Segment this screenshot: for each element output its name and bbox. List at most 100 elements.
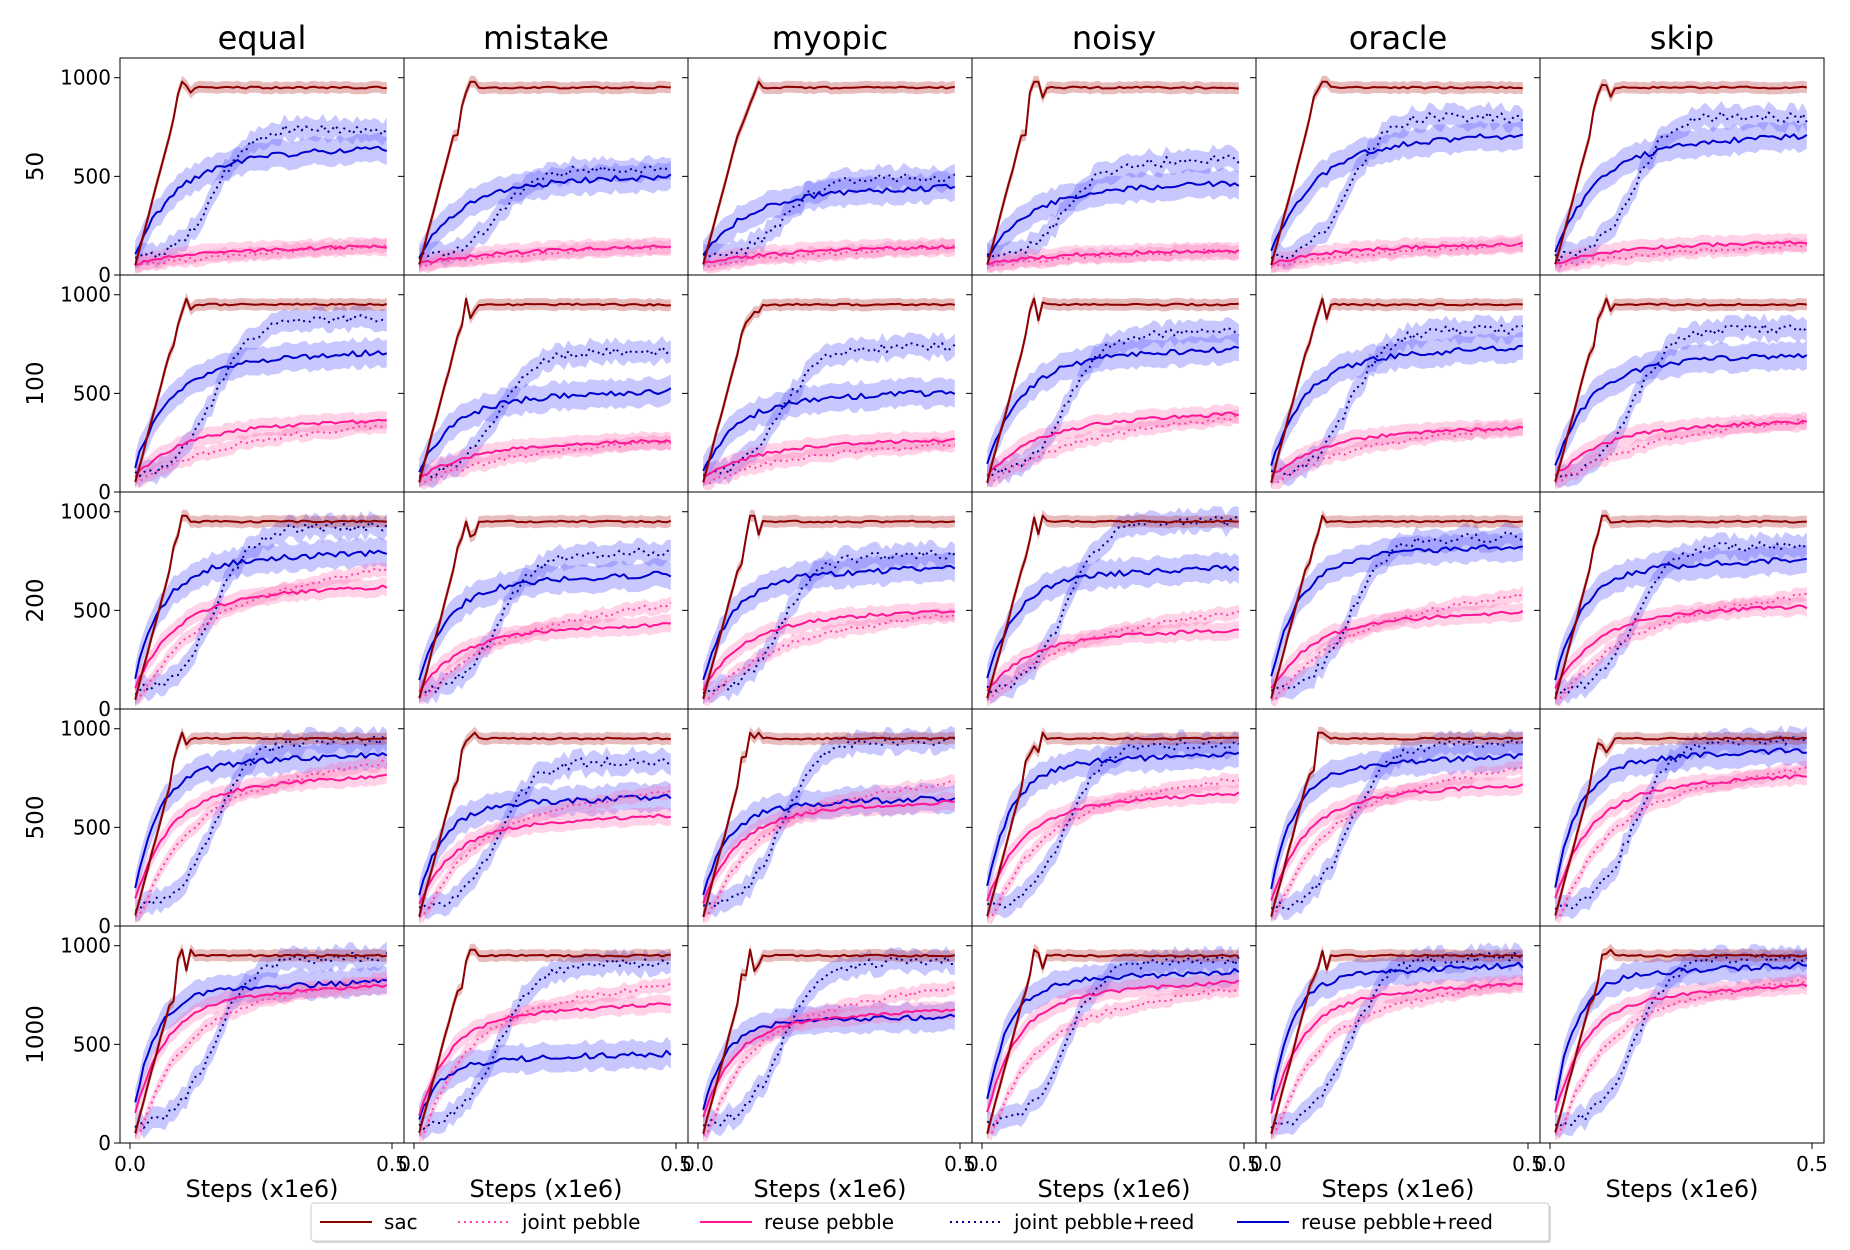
panel-background [688, 58, 972, 275]
plot-area [1270, 509, 1524, 707]
plot-area [134, 509, 388, 707]
plot-area [418, 292, 672, 490]
series-reuse_reed [1270, 344, 1523, 466]
y-tick-label: 1000 [60, 717, 111, 741]
series-reuse_pebble [1270, 610, 1524, 689]
band-reuse_pebble [703, 429, 955, 486]
panel-200-skip [1534, 491, 1825, 710]
band-joint_reed [703, 725, 955, 918]
panel-1000-mistake: 0.0 0.5 [398, 925, 692, 1176]
series-reuse_reed [134, 549, 388, 680]
band-reuse_pebble [419, 236, 671, 272]
band-reuse_reed [1271, 740, 1523, 903]
panel-background [688, 492, 972, 709]
series-joint_pebble [134, 759, 388, 918]
band-joint_reed [1555, 943, 1807, 1138]
series-joint_pebble [419, 982, 672, 1136]
series-reuse_pebble [1270, 982, 1523, 1114]
series-reuse_pebble [134, 584, 388, 689]
series-reuse_reed [1554, 557, 1807, 681]
band-joint_reed [419, 336, 671, 489]
panel-100-noisy [966, 274, 1257, 493]
band-joint_reed [1555, 313, 1807, 489]
series-joint_pebble [419, 601, 672, 698]
series-joint_pebble [702, 986, 955, 1137]
x-tick-label: 0.5 [376, 1152, 408, 1176]
series-sac [986, 80, 1239, 265]
band-joint_pebble [987, 242, 1239, 274]
series-joint_reed [702, 172, 956, 258]
row-label-100: 100 [23, 362, 49, 406]
band-reuse_reed [987, 955, 1239, 1113]
band-joint_reed [419, 155, 671, 270]
legend: sac joint pebble reuse pebble joint pebble+… [310, 1202, 1551, 1243]
plot-area [702, 943, 956, 1142]
series-reuse_reed [134, 752, 388, 889]
plot-area [1554, 943, 1808, 1141]
band-reuse_reed [135, 965, 387, 1117]
panel-background [120, 275, 404, 492]
series-reuse_reed [1554, 353, 1808, 466]
panel-50-oracle [1250, 57, 1541, 276]
series-reuse_pebble [418, 813, 671, 905]
band-joint_pebble [1555, 973, 1807, 1141]
row-label-50: 50 [23, 152, 49, 181]
series-joint_pebble [702, 442, 956, 485]
band-reuse_pebble [1271, 602, 1523, 698]
panel-1000-equal: 0 500 1000 0.0 0.5 [60, 925, 408, 1176]
series-reuse_reed [986, 180, 1240, 258]
column-title-myopic: myopic [772, 19, 888, 57]
series-joint_pebble [418, 788, 672, 919]
series-sac [418, 297, 671, 483]
band-reuse_pebble [703, 601, 955, 700]
band-reuse_pebble [1555, 766, 1807, 907]
band-joint_pebble [135, 970, 387, 1140]
plot-area [702, 509, 956, 707]
column-title-equal: equal [218, 19, 307, 57]
series-reuse_pebble [134, 418, 387, 478]
series-reuse_reed [986, 564, 1240, 679]
series-joint_reed [702, 955, 955, 1129]
series-sac [986, 514, 1239, 699]
x-tick-label: 0.0 [682, 1152, 714, 1176]
panel-background [120, 58, 404, 275]
band-joint_reed [987, 729, 1239, 919]
series-sac [1554, 297, 1807, 482]
panel-200-mistake [398, 491, 689, 710]
series-sac [134, 297, 388, 483]
band-reuse_pebble [1271, 974, 1523, 1123]
series-joint_reed [418, 756, 672, 910]
plot-area [1270, 726, 1524, 923]
series-joint_reed [1270, 324, 1523, 477]
x-axis-label: Steps (x1e6) [469, 1175, 622, 1203]
y-tick-label: 1000 [60, 66, 111, 90]
series-sac [1270, 514, 1523, 699]
series-reuse_pebble [986, 628, 1239, 692]
band-joint_reed [703, 162, 955, 268]
plot-area [702, 75, 956, 274]
panel-background [1540, 926, 1824, 1143]
series-joint_pebble [1554, 766, 1807, 918]
panel-background [688, 275, 972, 492]
band-reuse_pebble [987, 620, 1239, 700]
band-reuse_pebble [703, 236, 955, 273]
plot-area [134, 726, 388, 924]
y-tick-label: 0 [98, 914, 111, 938]
band-joint_pebble [135, 418, 387, 489]
plot-area [418, 726, 672, 924]
panel-200-oracle [1250, 491, 1541, 710]
series-joint_pebble [1554, 418, 1808, 484]
x-tick-label: 0.5 [944, 1152, 976, 1176]
series-reuse_reed [1554, 961, 1807, 1101]
series-joint_pebble [1554, 979, 1807, 1135]
series-joint_reed [986, 326, 1240, 478]
panel-1000-oracle: 0.0 0.5 [1250, 925, 1544, 1176]
series-reuse_reed [1270, 753, 1523, 890]
series-joint_reed [419, 547, 671, 695]
x-tick-label: 0.0 [114, 1152, 146, 1176]
labels-layer: equal mistake myopic noisy oracle skip 50 100 20… [23, 19, 1759, 1203]
series-joint_reed [134, 952, 388, 1129]
series-sac [1554, 514, 1807, 700]
panel-500-skip [1534, 708, 1825, 927]
